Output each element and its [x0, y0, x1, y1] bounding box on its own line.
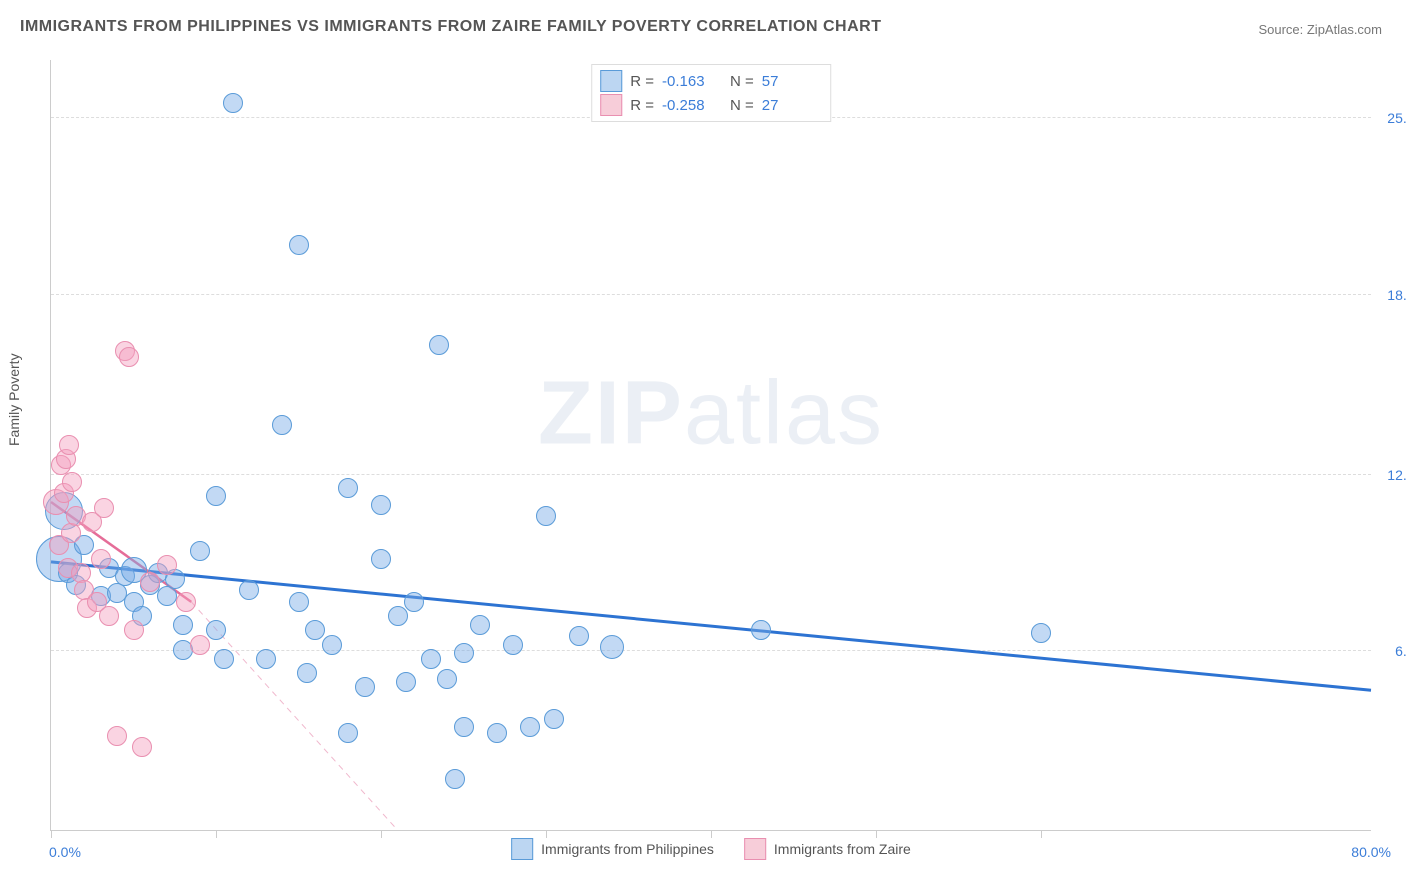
data-point: [190, 635, 210, 655]
data-point: [437, 669, 457, 689]
legend-item: Immigrants from Philippines: [511, 838, 714, 860]
data-point: [157, 555, 177, 575]
data-point: [91, 549, 111, 569]
legend-swatch: [600, 94, 622, 116]
data-point: [107, 726, 127, 746]
data-point: [503, 635, 523, 655]
data-point: [223, 93, 243, 113]
data-point: [132, 737, 152, 757]
legend-stats: R = -0.163 N = 57 R = -0.258 N = 27: [591, 64, 831, 122]
y-tick-label: 25.0%: [1387, 110, 1406, 126]
legend-n-label: N =: [730, 97, 754, 114]
x-tick: [381, 830, 382, 838]
legend-n-value: 27: [762, 97, 822, 114]
data-point: [289, 592, 309, 612]
data-point: [751, 620, 771, 640]
x-tick: [711, 830, 712, 838]
legend-series-name: Immigrants from Zaire: [774, 841, 911, 857]
data-point: [600, 635, 624, 659]
data-point: [454, 643, 474, 663]
source-name: ZipAtlas.com: [1307, 22, 1382, 37]
y-axis-title: Family Poverty: [6, 353, 22, 446]
legend-stat-row: R = -0.163 N = 57: [600, 69, 822, 93]
data-point: [173, 615, 193, 635]
y-tick-label: 6.3%: [1395, 643, 1406, 659]
data-point: [520, 717, 540, 737]
legend-r-value: -0.258: [662, 97, 722, 114]
data-point: [124, 620, 144, 640]
data-point: [355, 677, 375, 697]
data-point: [206, 486, 226, 506]
source-label: Source: ZipAtlas.com: [1258, 22, 1382, 37]
legend-swatch: [744, 838, 766, 860]
legend-n-value: 57: [762, 73, 822, 90]
data-point: [388, 606, 408, 626]
data-point: [157, 586, 177, 606]
data-point: [454, 717, 474, 737]
data-point: [421, 649, 441, 669]
data-point: [94, 498, 114, 518]
data-point: [371, 549, 391, 569]
data-point: [119, 347, 139, 367]
data-point: [569, 626, 589, 646]
data-point: [62, 472, 82, 492]
data-point: [404, 592, 424, 612]
data-point: [305, 620, 325, 640]
data-point: [429, 335, 449, 355]
data-point: [176, 592, 196, 612]
data-point: [322, 635, 342, 655]
data-point: [536, 506, 556, 526]
data-point: [289, 235, 309, 255]
x-tick: [546, 830, 547, 838]
legend-item: Immigrants from Zaire: [744, 838, 911, 860]
legend-r-value: -0.163: [662, 73, 722, 90]
data-point: [544, 709, 564, 729]
data-point: [190, 541, 210, 561]
data-point: [487, 723, 507, 743]
legend-swatch: [600, 70, 622, 92]
data-point: [470, 615, 490, 635]
data-point: [371, 495, 391, 515]
data-point: [61, 523, 81, 543]
data-point: [59, 435, 79, 455]
x-tick: [51, 830, 52, 838]
y-tick-label: 18.8%: [1387, 287, 1406, 303]
legend-swatch: [511, 838, 533, 860]
data-point: [272, 415, 292, 435]
legend-r-label: R =: [630, 97, 654, 114]
legend-r-label: R =: [630, 73, 654, 90]
data-point: [396, 672, 416, 692]
legend-n-label: N =: [730, 73, 754, 90]
x-tick: [216, 830, 217, 838]
legend-series: Immigrants from Philippines Immigrants fr…: [511, 838, 911, 860]
x-tick: [1041, 830, 1042, 838]
data-point: [297, 663, 317, 683]
y-tick-label: 12.5%: [1387, 467, 1406, 483]
trend-lines: [51, 60, 1371, 830]
legend-stat-row: R = -0.258 N = 27: [600, 93, 822, 117]
data-point: [140, 572, 160, 592]
data-point: [99, 606, 119, 626]
x-axis-max-label: 80.0%: [1351, 844, 1391, 860]
x-tick: [876, 830, 877, 838]
data-point: [206, 620, 226, 640]
plot-area: ZIPatlas 6.3%12.5%18.8%25.0% R =-0.163N …: [50, 60, 1371, 831]
data-point: [338, 478, 358, 498]
data-point: [338, 723, 358, 743]
data-point: [256, 649, 276, 669]
data-point: [445, 769, 465, 789]
x-axis-min-label: 0.0%: [49, 844, 81, 860]
legend-series-name: Immigrants from Philippines: [541, 841, 714, 857]
data-point: [1031, 623, 1051, 643]
chart-title: IMMIGRANTS FROM PHILIPPINES VS IMMIGRANT…: [20, 18, 882, 36]
source-prefix: Source:: [1258, 22, 1306, 37]
data-point: [214, 649, 234, 669]
data-point: [239, 580, 259, 600]
